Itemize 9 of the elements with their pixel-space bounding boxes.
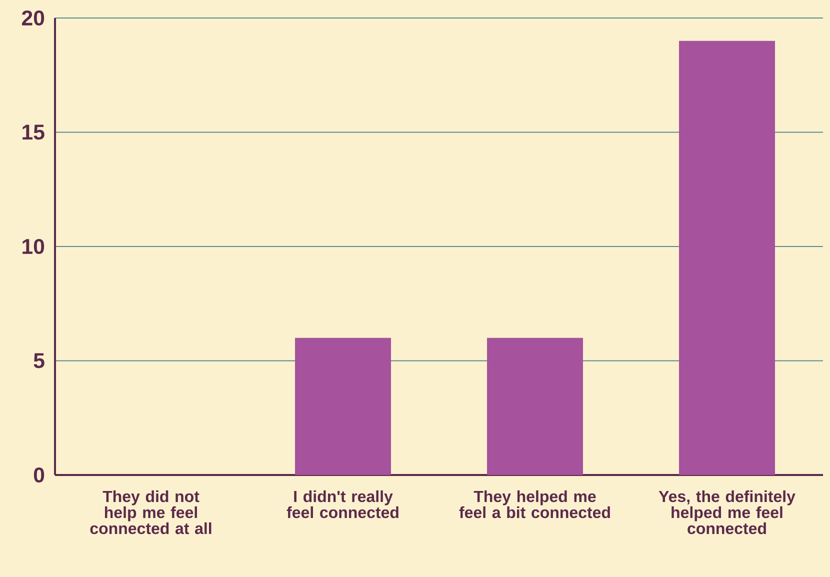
y-tick-label: 15 <box>22 124 44 140</box>
y-tick-label: 5 <box>34 353 44 368</box>
x-tick-label: I didn't really feel connected <box>286 490 398 518</box>
x-tick-label: They helped me feel a bit connected <box>459 490 610 518</box>
x-tick-label: Yes, the definitely helped me feel connected <box>658 490 796 534</box>
y-tick-label: 0 <box>34 467 44 483</box>
x-tick-label: They did not help me feel connected at all <box>90 490 212 534</box>
y-tick-label: 10 <box>22 238 44 254</box>
y-tick-label: 20 <box>22 10 44 26</box>
